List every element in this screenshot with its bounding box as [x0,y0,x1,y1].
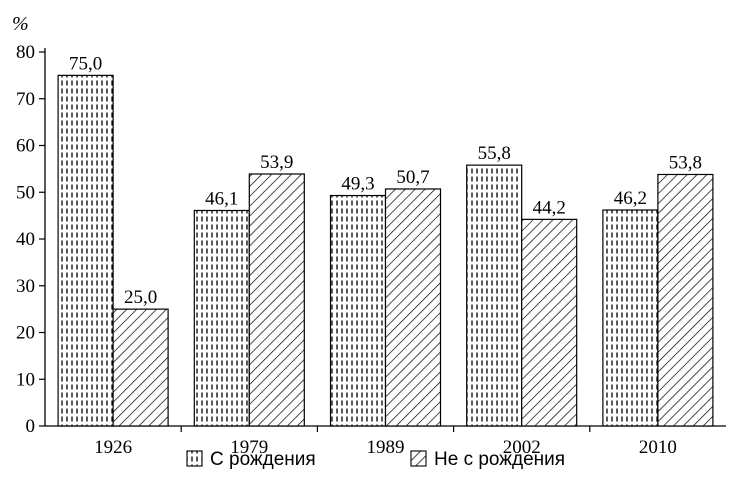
bar-not-from-birth-2002 [521,218,578,427]
bar-value-label: 49,3 [341,174,374,195]
y-tick-label: 40 [16,229,35,250]
bar-value-label: 46,2 [614,188,647,209]
x-tick-label: 2010 [639,437,677,458]
y-tick-label: 0 [26,416,36,437]
bar-value-label: 75,0 [69,53,102,74]
x-tick-label: 1979 [230,437,268,458]
legend: С рождения Не с рождения [186,449,565,470]
x-tick-label: 1926 [94,437,132,458]
y-tick-label: 50 [16,182,35,203]
bar-from-birth-1979 [193,209,250,427]
legend-swatch-not-from-birth [410,450,427,467]
y-tick-label: 70 [16,89,35,110]
legend-label: Не с рождения [434,449,565,470]
y-tick-label: 10 [16,369,35,390]
bar-from-birth-1926 [57,74,114,427]
bar-from-birth-1989 [329,194,387,427]
legend-swatch-from-birth [186,450,203,467]
y-tick-label: 20 [16,323,35,344]
y-tick-label: 80 [16,42,35,63]
bar-value-label: 53,9 [260,152,293,173]
legend-label: С рождения [210,449,316,470]
bar-value-label: 46,1 [205,188,238,209]
y-unit-label: % [12,13,29,35]
plot-area: 0 10 20 30 40 50 60 70 80 75,0 25,0 1926 46,1 53,9 197… [16,42,726,458]
bar-from-birth-2002 [466,164,523,427]
x-tick-label: 2002 [503,437,541,458]
bar-value-label: 25,0 [124,287,157,308]
bar-value-label: 53,8 [669,152,702,173]
x-tick-label: 1989 [367,437,405,458]
bar-not-from-birth-1989 [384,188,442,427]
y-tick-label: 60 [16,136,35,157]
bar-value-label: 44,2 [533,197,566,218]
bar-value-label: 55,8 [478,143,511,164]
y-tick-label: 30 [16,276,35,297]
bar-from-birth-2010 [602,209,659,427]
bar-not-from-birth-1979 [248,173,305,427]
bar-value-label: 50,7 [396,167,429,188]
bar-not-from-birth-2010 [657,173,714,427]
bar-not-from-birth-1926 [112,308,169,427]
